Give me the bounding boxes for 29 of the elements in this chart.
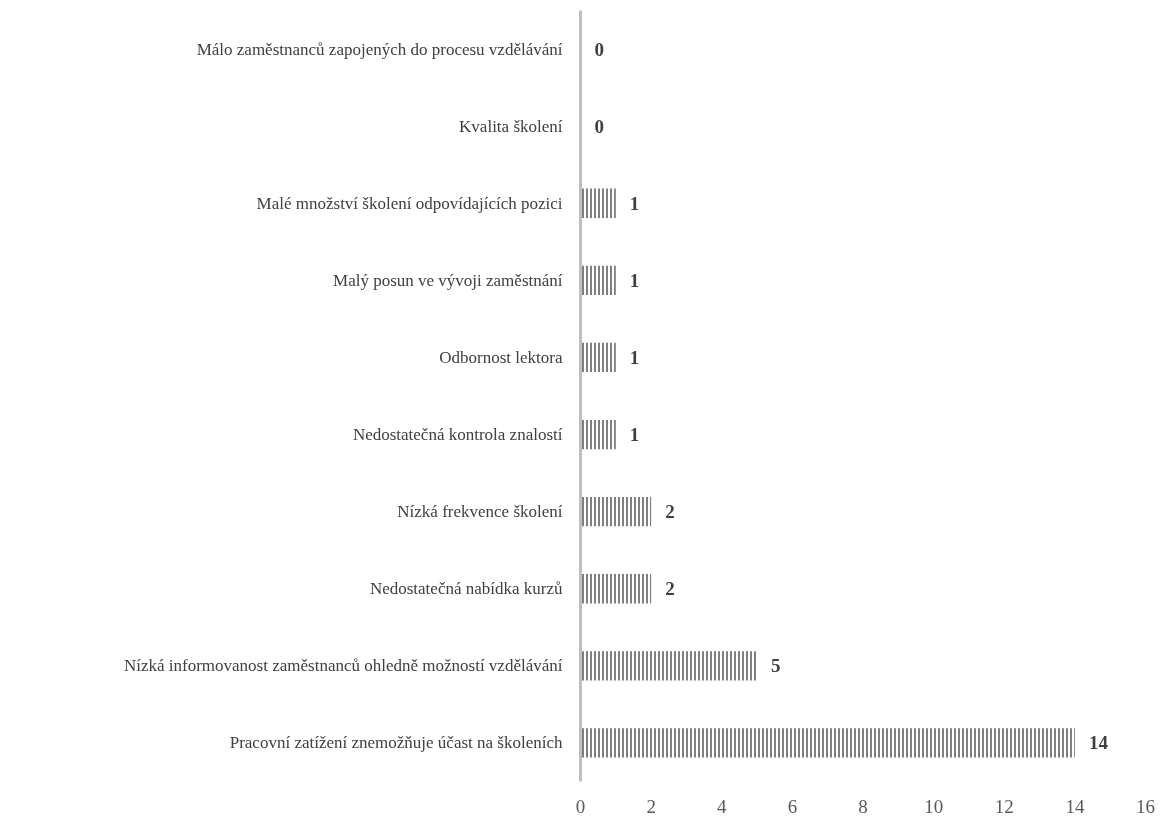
x-tick-label: 10	[924, 795, 944, 817]
y-tick-label: Nízká frekvence školení	[397, 502, 563, 522]
y-tick-label: Nedostatečná kontrola znalostí	[352, 425, 563, 445]
y-tick-label: Málo zaměstnanců zapojených do procesu vzdělávání	[196, 39, 563, 59]
data-label: 0	[594, 38, 604, 60]
y-tick-label: Kvalita školení	[459, 116, 563, 136]
x-tick-label: 4	[717, 795, 727, 817]
x-tick-label: 0	[575, 795, 586, 817]
x-tick-label: 8	[858, 795, 868, 817]
y-tick-label: Malé množství školení odpovídajících pozici	[256, 193, 563, 213]
x-tick-label: 12	[994, 795, 1014, 817]
x-tick-label: 2	[646, 795, 656, 817]
data-label: 5	[771, 655, 781, 677]
y-tick-label: Nízká informovanost zaměstnanců ohledně možností vzdělávání	[123, 656, 563, 676]
data-label: 1	[629, 192, 640, 214]
data-label: 1	[629, 424, 640, 446]
x-tick-label: 6	[787, 795, 798, 817]
x-tick-label: 16	[1136, 795, 1155, 817]
y-tick-label: Pracovní zatížení znemožňuje účast na školeních	[229, 733, 563, 753]
data-label: 1	[629, 346, 640, 368]
data-label: 2	[665, 578, 675, 600]
data-label: 1	[629, 269, 640, 291]
x-tick-label: 14	[1065, 795, 1085, 817]
y-tick-label: Nedostatečná nabídka kurzů	[369, 579, 563, 599]
data-label: 2	[665, 501, 675, 523]
y-tick-label: Malý posun ve vývoji zaměstnání	[333, 270, 563, 290]
data-label: 0	[594, 115, 604, 137]
y-tick-label: Odbornost lektora	[439, 347, 563, 367]
data-label: 14	[1088, 732, 1109, 754]
